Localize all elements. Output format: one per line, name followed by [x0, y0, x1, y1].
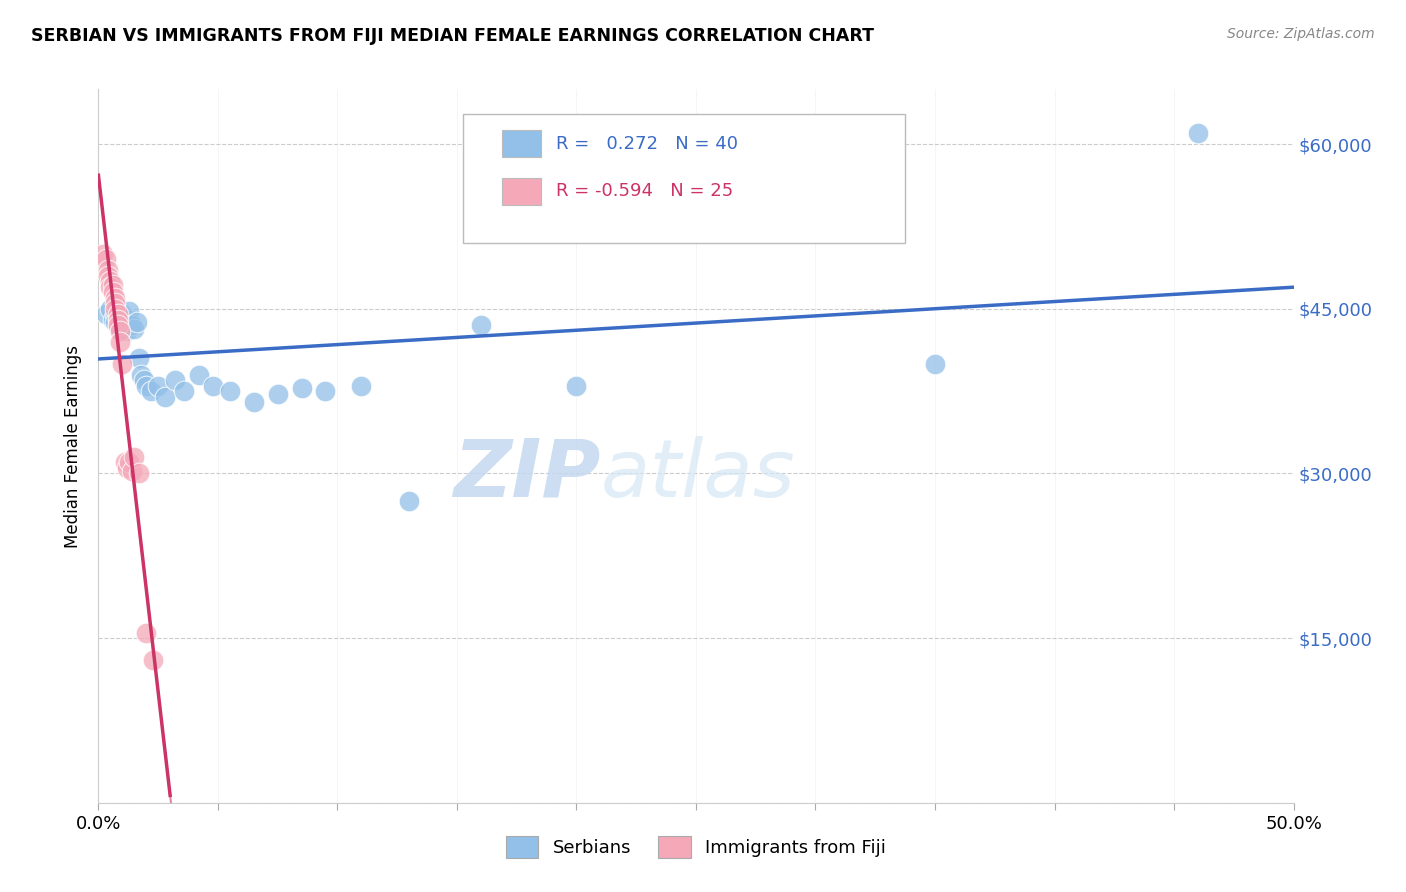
- Point: [565, 378, 588, 392]
- Point: [243, 395, 266, 409]
- Point: [98, 274, 122, 288]
- Point: [202, 378, 225, 392]
- Point: [219, 384, 242, 398]
- Legend: Serbians, Immigrants from Fiji: Serbians, Immigrants from Fiji: [499, 829, 893, 865]
- Point: [131, 368, 153, 382]
- Point: [139, 384, 162, 398]
- Point: [111, 307, 134, 321]
- Point: [118, 312, 141, 326]
- Point: [124, 450, 146, 464]
- Point: [148, 378, 170, 392]
- Point: [107, 318, 129, 333]
- Point: [111, 357, 134, 371]
- Text: ZIP: ZIP: [453, 435, 600, 514]
- Point: [315, 384, 337, 398]
- Point: [173, 384, 195, 398]
- Point: [104, 315, 127, 329]
- Point: [125, 315, 148, 329]
- Point: [115, 461, 138, 475]
- Point: [104, 291, 127, 305]
- Point: [101, 285, 124, 300]
- Point: [115, 324, 138, 338]
- Point: [101, 312, 124, 326]
- Point: [104, 307, 127, 321]
- Point: [135, 625, 157, 640]
- Point: [108, 321, 131, 335]
- Point: [107, 318, 129, 333]
- Point: [104, 296, 127, 310]
- Point: [97, 268, 120, 283]
- Text: R =   0.272   N = 40: R = 0.272 N = 40: [557, 135, 738, 153]
- Point: [121, 318, 143, 333]
- Text: R = -0.594   N = 25: R = -0.594 N = 25: [557, 182, 734, 201]
- FancyBboxPatch shape: [463, 114, 905, 243]
- FancyBboxPatch shape: [502, 130, 541, 157]
- Y-axis label: Median Female Earnings: Median Female Earnings: [65, 344, 83, 548]
- Text: Source: ZipAtlas.com: Source: ZipAtlas.com: [1227, 27, 1375, 41]
- Point: [108, 312, 131, 326]
- Point: [155, 390, 177, 404]
- Point: [128, 351, 150, 366]
- Point: [107, 307, 129, 321]
- Point: [98, 280, 122, 294]
- Point: [135, 378, 157, 392]
- Point: [98, 301, 122, 316]
- Point: [350, 378, 373, 392]
- Point: [187, 368, 209, 382]
- Point: [114, 318, 136, 333]
- Point: [118, 304, 141, 318]
- Point: [124, 321, 146, 335]
- Point: [107, 310, 129, 325]
- FancyBboxPatch shape: [502, 178, 541, 205]
- Point: [121, 464, 143, 478]
- Point: [128, 467, 150, 481]
- Point: [107, 312, 129, 326]
- Point: [97, 263, 120, 277]
- Point: [101, 277, 124, 292]
- Point: [108, 334, 131, 349]
- Point: [924, 357, 946, 371]
- Point: [94, 252, 117, 267]
- Point: [398, 494, 420, 508]
- Point: [118, 455, 141, 469]
- Point: [108, 324, 131, 338]
- Point: [267, 387, 290, 401]
- Point: [91, 247, 114, 261]
- Point: [1187, 126, 1209, 140]
- Point: [163, 373, 186, 387]
- Point: [114, 455, 136, 469]
- Text: SERBIAN VS IMMIGRANTS FROM FIJI MEDIAN FEMALE EARNINGS CORRELATION CHART: SERBIAN VS IMMIGRANTS FROM FIJI MEDIAN F…: [31, 27, 875, 45]
- Text: atlas: atlas: [600, 435, 796, 514]
- Point: [291, 381, 314, 395]
- Point: [470, 318, 492, 333]
- Point: [132, 373, 155, 387]
- Point: [111, 315, 134, 329]
- Point: [142, 653, 165, 667]
- Point: [94, 307, 117, 321]
- Point: [104, 301, 127, 316]
